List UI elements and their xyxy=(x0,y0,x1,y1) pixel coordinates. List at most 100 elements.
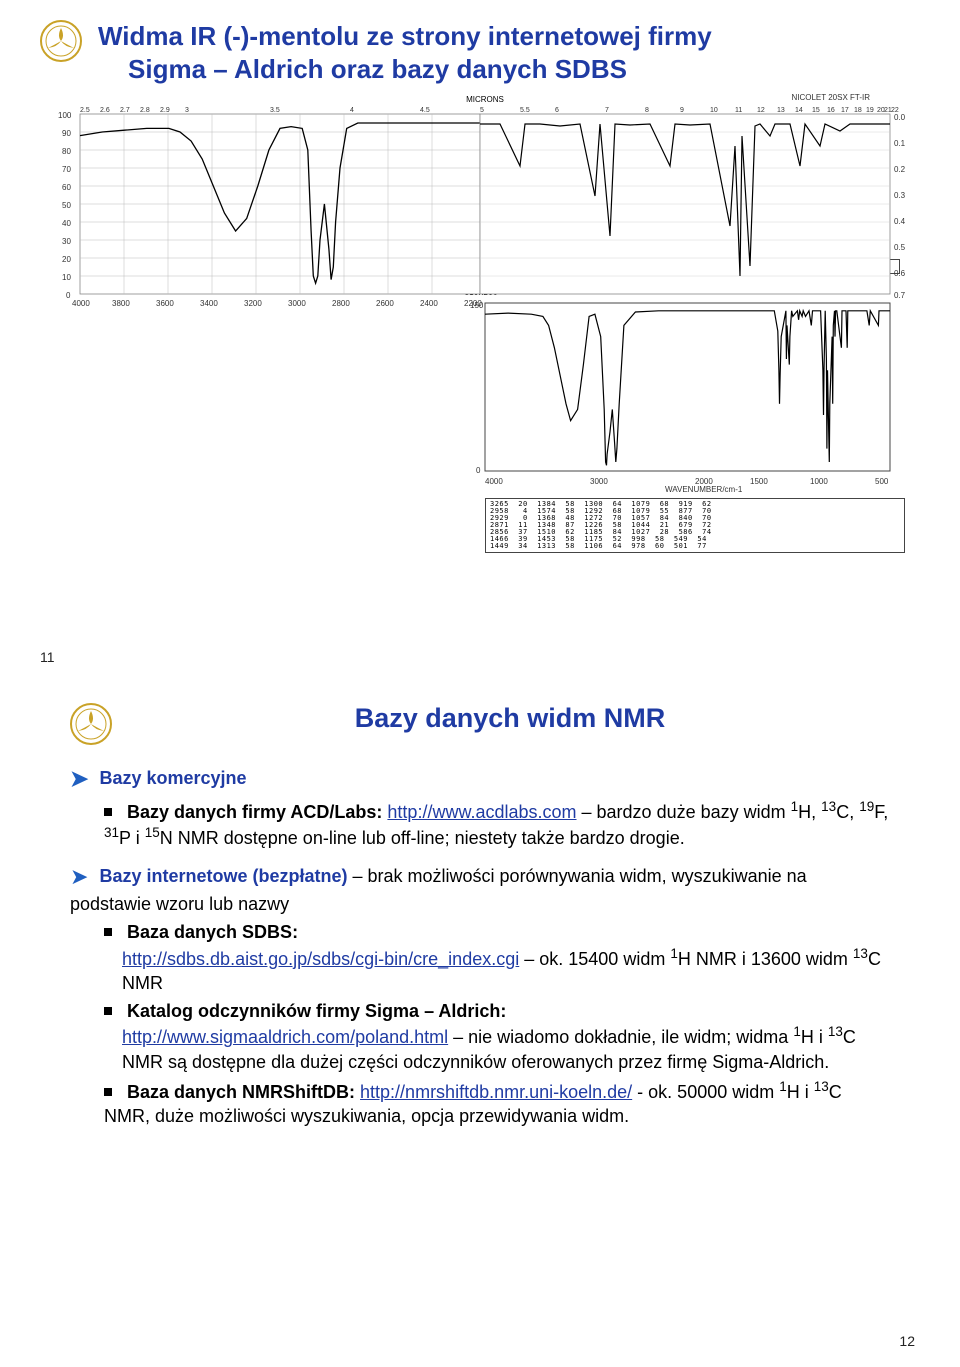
square-icon-3 xyxy=(104,1007,112,1015)
svg-text:3400: 3400 xyxy=(200,299,218,308)
acd-tail2: NMR dostępne on-line lub off-line; niest… xyxy=(173,828,685,848)
svg-text:18: 18 xyxy=(854,107,862,114)
bullet-nmrshiftdb: Baza danych NMRShiftDB: http://nmrshiftd… xyxy=(104,1078,890,1129)
bullet-acdlabs: Bazy danych firmy ACD/Labs: http://www.a… xyxy=(104,798,890,851)
svg-text:22: 22 xyxy=(891,107,899,114)
svg-text:1000: 1000 xyxy=(810,477,828,486)
nmrshift-strong: Baza danych NMRShiftDB: xyxy=(127,1082,360,1102)
title-row: Widma IR (-)-mentolu ze strony interneto… xyxy=(40,20,920,85)
sigma-link[interactable]: http://www.sigmaaldrich.com/poland.html xyxy=(122,1027,448,1047)
page-number-12: 12 xyxy=(899,1333,915,1349)
bullet-bazy-bezplatne: ➤ Bazy internetowe (bezpłatne) – brak mo… xyxy=(70,862,890,916)
nmrshift-link[interactable]: http://nmrshiftdb.nmr.uni-koeln.de/ xyxy=(360,1082,632,1102)
svg-text:11: 11 xyxy=(735,107,742,114)
svg-text:2200: 2200 xyxy=(464,299,482,308)
sdbs-strong: Baza danych SDBS: xyxy=(127,922,298,942)
svg-text:0.2: 0.2 xyxy=(894,165,906,174)
svg-text:17: 17 xyxy=(841,107,849,114)
acd-strong: Bazy danych firmy ACD/Labs: xyxy=(127,802,387,822)
svg-text:19: 19 xyxy=(866,107,874,114)
sdbs-link[interactable]: http://sdbs.db.aist.go.jp/sdbs/cgi-bin/c… xyxy=(122,949,519,969)
svg-text:13: 13 xyxy=(777,107,785,114)
svg-text:0: 0 xyxy=(66,291,71,300)
svg-text:0.0: 0.0 xyxy=(894,113,906,122)
svg-text:5.5: 5.5 xyxy=(520,107,530,114)
svg-text:10: 10 xyxy=(710,107,718,114)
ir-charts: MICRONS NICOLET 20SX FT-IR xyxy=(40,95,920,553)
arrow-icon: ➤ xyxy=(70,766,88,791)
svg-text:0.4: 0.4 xyxy=(894,217,906,226)
svg-text:3200: 3200 xyxy=(244,299,262,308)
acd-tail1: – bardzo duże bazy widm xyxy=(577,802,791,822)
svg-text:1500: 1500 xyxy=(750,477,768,486)
title-line-1: Widma IR (-)-mentolu ze strony interneto… xyxy=(98,20,820,53)
acdlabs-link[interactable]: http://www.acdlabs.com xyxy=(387,802,576,822)
svg-text:2.9: 2.9 xyxy=(160,107,170,114)
svg-text:4000: 4000 xyxy=(485,477,503,486)
page-number-11: 11 xyxy=(40,649,55,665)
svg-text:4000: 4000 xyxy=(72,299,90,308)
b1-head: Bazy komercyjne xyxy=(99,768,246,788)
bullet-sdbs: Baza danych SDBS: http://sdbs.db.aist.go… xyxy=(104,920,890,995)
svg-text:2400: 2400 xyxy=(420,299,438,308)
square-icon xyxy=(104,808,112,816)
svg-text:90: 90 xyxy=(62,129,71,138)
svg-text:3: 3 xyxy=(185,107,189,114)
svg-text:2.8: 2.8 xyxy=(140,107,150,114)
svg-text:2.5: 2.5 xyxy=(80,107,90,114)
slide2-body: ➤ Bazy komercyjne Bazy danych firmy ACD/… xyxy=(70,764,890,1129)
slide-title-2: Bazy danych widm NMR xyxy=(130,703,890,734)
arrow-icon-2: ➤ xyxy=(70,864,88,889)
svg-text:3800: 3800 xyxy=(112,299,130,308)
svg-text:50: 50 xyxy=(62,201,71,210)
square-icon-2 xyxy=(104,928,112,936)
slide-2: Bazy danych widm NMR ➤ Bazy komercyjne B… xyxy=(0,683,960,1367)
svg-text:4.5: 4.5 xyxy=(420,107,430,114)
bullet-bazy-komercyjne: ➤ Bazy komercyjne xyxy=(70,764,890,794)
svg-text:30: 30 xyxy=(62,237,71,246)
svg-text:3600: 3600 xyxy=(156,299,174,308)
svg-text:6: 6 xyxy=(555,107,559,114)
svg-text:0.5: 0.5 xyxy=(894,243,906,252)
bullet-sigma: Katalog odczynników firmy Sigma – Aldric… xyxy=(104,999,890,1074)
svg-text:8: 8 xyxy=(645,107,649,114)
svg-text:0.1: 0.1 xyxy=(894,139,906,148)
svg-text:3000: 3000 xyxy=(288,299,306,308)
svg-text:14: 14 xyxy=(795,107,803,114)
svg-text:16: 16 xyxy=(827,107,835,114)
svg-text:2600: 2600 xyxy=(376,299,394,308)
svg-text:10: 10 xyxy=(62,273,71,282)
svg-text:20: 20 xyxy=(62,255,71,264)
svg-text:0.6: 0.6 xyxy=(894,269,906,278)
title-row-2: Bazy danych widm NMR xyxy=(70,703,890,734)
svg-text:80: 80 xyxy=(62,147,71,156)
b2-head: Bazy internetowe (bezpłatne) xyxy=(99,866,347,886)
svg-text:500: 500 xyxy=(875,477,889,486)
peak-table: 3265 20 1384 58 1300 64 1079 68 919 62 2… xyxy=(485,498,905,553)
square-icon-4 xyxy=(104,1088,112,1096)
svg-text:3.5: 3.5 xyxy=(270,107,280,114)
slide-1: Widma IR (-)-mentolu ze strony interneto… xyxy=(0,0,960,683)
title-line-2: Sigma – Aldrich oraz bazy danych SDBS xyxy=(98,53,820,86)
svg-text:5: 5 xyxy=(480,107,484,114)
svg-text:2.6: 2.6 xyxy=(100,107,110,114)
svg-text:15: 15 xyxy=(812,107,820,114)
svg-text:40: 40 xyxy=(62,219,71,228)
microns-label: MICRONS xyxy=(50,95,920,104)
svg-text:0.7: 0.7 xyxy=(894,291,906,300)
institute-logo-2 xyxy=(70,703,112,745)
svg-text:2.7: 2.7 xyxy=(120,107,130,114)
svg-text:4: 4 xyxy=(350,107,354,114)
svg-text:0: 0 xyxy=(476,466,481,475)
svg-text:0.3: 0.3 xyxy=(894,191,906,200)
svg-text:3000: 3000 xyxy=(590,477,608,486)
sigma-strong: Katalog odczynników firmy Sigma – Aldric… xyxy=(127,1001,506,1021)
slide-title-1: Widma IR (-)-mentolu ze strony interneto… xyxy=(98,20,920,85)
svg-text:70: 70 xyxy=(62,165,71,174)
svg-text:7: 7 xyxy=(605,107,609,114)
svg-text:12: 12 xyxy=(757,107,765,114)
svg-text:9: 9 xyxy=(680,107,684,114)
ir-chart-2-sdbs: 150 0 4000 3000 2000 1500 1000 500 WAVEN… xyxy=(460,298,900,493)
institute-logo xyxy=(40,20,82,62)
chart1-caption: NICOLET 20SX FT-IR xyxy=(791,93,870,102)
